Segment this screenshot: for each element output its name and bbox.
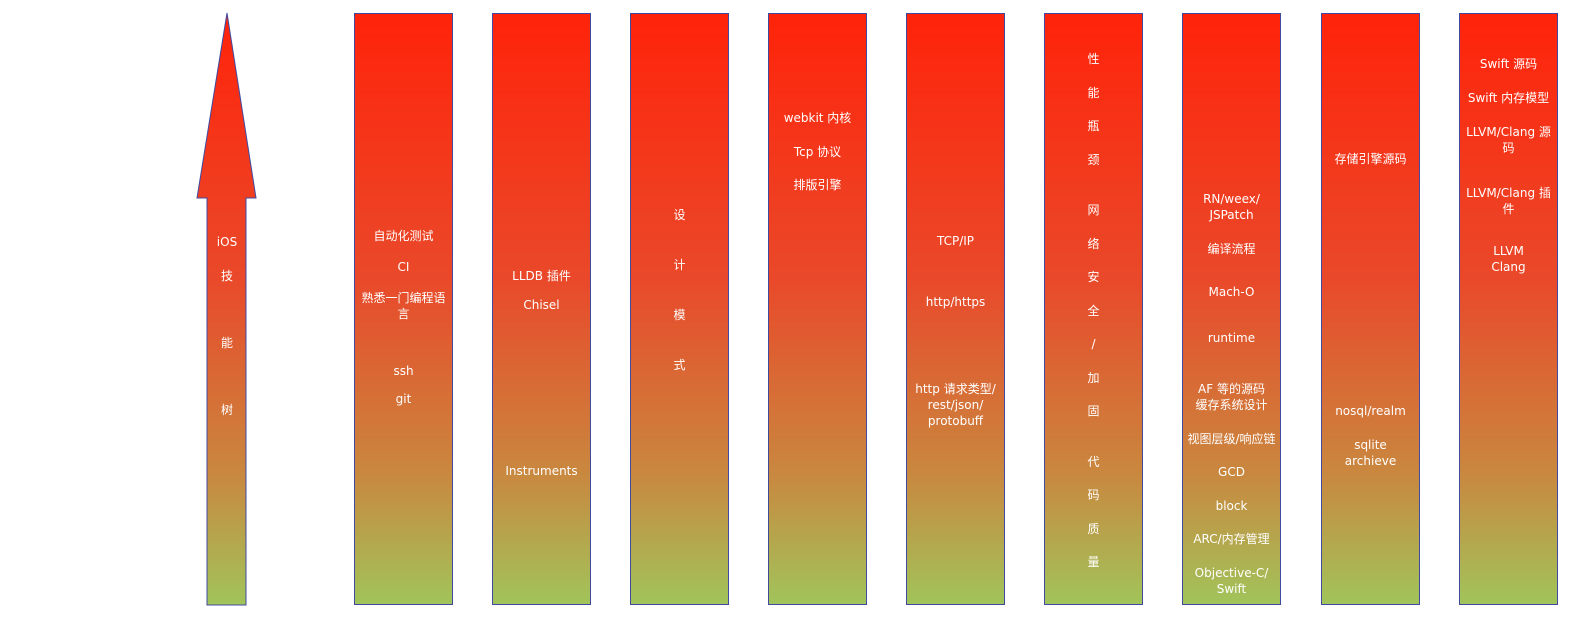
column-item: 网 [1087, 203, 1100, 217]
column-item: 能 [1087, 86, 1100, 100]
column-item: 设 [673, 208, 686, 222]
column-item: 码 [1087, 488, 1100, 502]
column-design-pattern: 设 计 模 式 [630, 13, 729, 605]
column-item: 模 [673, 308, 686, 322]
column-item: http/https [925, 295, 986, 309]
column-item: 存储引擎源码 [1334, 152, 1407, 166]
arrow-label-2: 技 [220, 269, 233, 283]
column-item: 视图层级/响应链 [1187, 432, 1276, 446]
column-item: 式 [673, 358, 686, 372]
column-item: 质 [1087, 522, 1100, 536]
column-automation: 自动化测试 CI 熟悉一门编程语言 ssh git [354, 13, 453, 605]
column-item: block [1215, 499, 1248, 513]
column-item: 排版引擎 [793, 178, 842, 192]
column-item: runtime [1207, 331, 1256, 345]
column-item: 络 [1087, 237, 1100, 251]
column-item: LLVM Clang [1491, 244, 1526, 274]
column-item: Swift 源码 [1479, 57, 1538, 71]
arrow-label-1: iOS [216, 235, 238, 249]
column-item: 加 [1087, 371, 1100, 385]
column-webkit: webkit 内核 Tcp 协议 排版引擎 [768, 13, 867, 605]
column-item: LLDB 插件 [512, 269, 571, 283]
column-compiler: Swift 源码 Swift 内存模型 LLVM/Clang 源码 LLVM/C… [1459, 13, 1558, 605]
column-item: Instruments [505, 464, 578, 478]
column-item: 计 [673, 258, 686, 272]
arrow-label-4: 树 [220, 403, 233, 417]
column-item: GCD [1218, 465, 1245, 479]
up-arrow-icon [196, 12, 257, 606]
column-item: ssh [393, 364, 414, 378]
column-item: git [395, 392, 412, 406]
arrow-label-3: 能 [220, 336, 233, 350]
column-item: TCP/IP [936, 234, 975, 248]
column-item: RN/weex/ JSPatch [1203, 192, 1260, 222]
column-item: 全 [1087, 304, 1100, 318]
column-storage: 存储引擎源码 nosql/realm sqlite archieve [1321, 13, 1420, 605]
column-item: Chisel [523, 298, 560, 312]
column-item: Objective-C/ Swift [1194, 566, 1269, 596]
column-debugging: LLDB 插件 Chisel Instruments [492, 13, 591, 605]
column-item: 代 [1087, 455, 1100, 469]
column-item: 瓶 [1087, 119, 1100, 133]
column-item: 固 [1087, 404, 1100, 418]
column-item: ARC/内存管理 [1193, 532, 1270, 546]
column-item: 性 [1087, 52, 1100, 66]
column-item: CI [397, 260, 410, 274]
column-item: 编译流程 [1207, 242, 1256, 256]
column-item: LLVM/Clang 源码 [1466, 125, 1551, 155]
column-item: Tcp 协议 [793, 145, 842, 159]
column-item: Swift 内存模型 [1467, 91, 1550, 105]
column-item: AF 等的源码 缓存系统设计 [1195, 382, 1268, 412]
column-item: 熟悉一门编程语言 [361, 291, 446, 321]
column-item: LLVM/Clang 插件 [1466, 186, 1551, 216]
column-item: http 请求类型/ rest/json/ protobuff [915, 382, 996, 428]
column-item: / [1091, 337, 1096, 351]
column-item: Mach-O [1208, 285, 1255, 299]
column-item: nosql/realm [1335, 404, 1406, 418]
column-item: 自动化测试 [373, 229, 434, 243]
column-network: TCP/IP http/https http 请求类型/ rest/json/ … [906, 13, 1005, 605]
column-item: webkit 内核 [783, 111, 852, 125]
column-runtime: RN/weex/ JSPatch 编译流程 Mach-O runtime AF … [1182, 13, 1281, 605]
column-item: 安 [1087, 270, 1100, 284]
column-quality: 性 能 瓶 颈 网 络 安 全 / 加 固 代 码 质 量 [1044, 13, 1143, 605]
column-item: sqlite archieve [1344, 438, 1397, 468]
column-item: 量 [1087, 555, 1100, 569]
column-item: 颈 [1087, 153, 1100, 167]
